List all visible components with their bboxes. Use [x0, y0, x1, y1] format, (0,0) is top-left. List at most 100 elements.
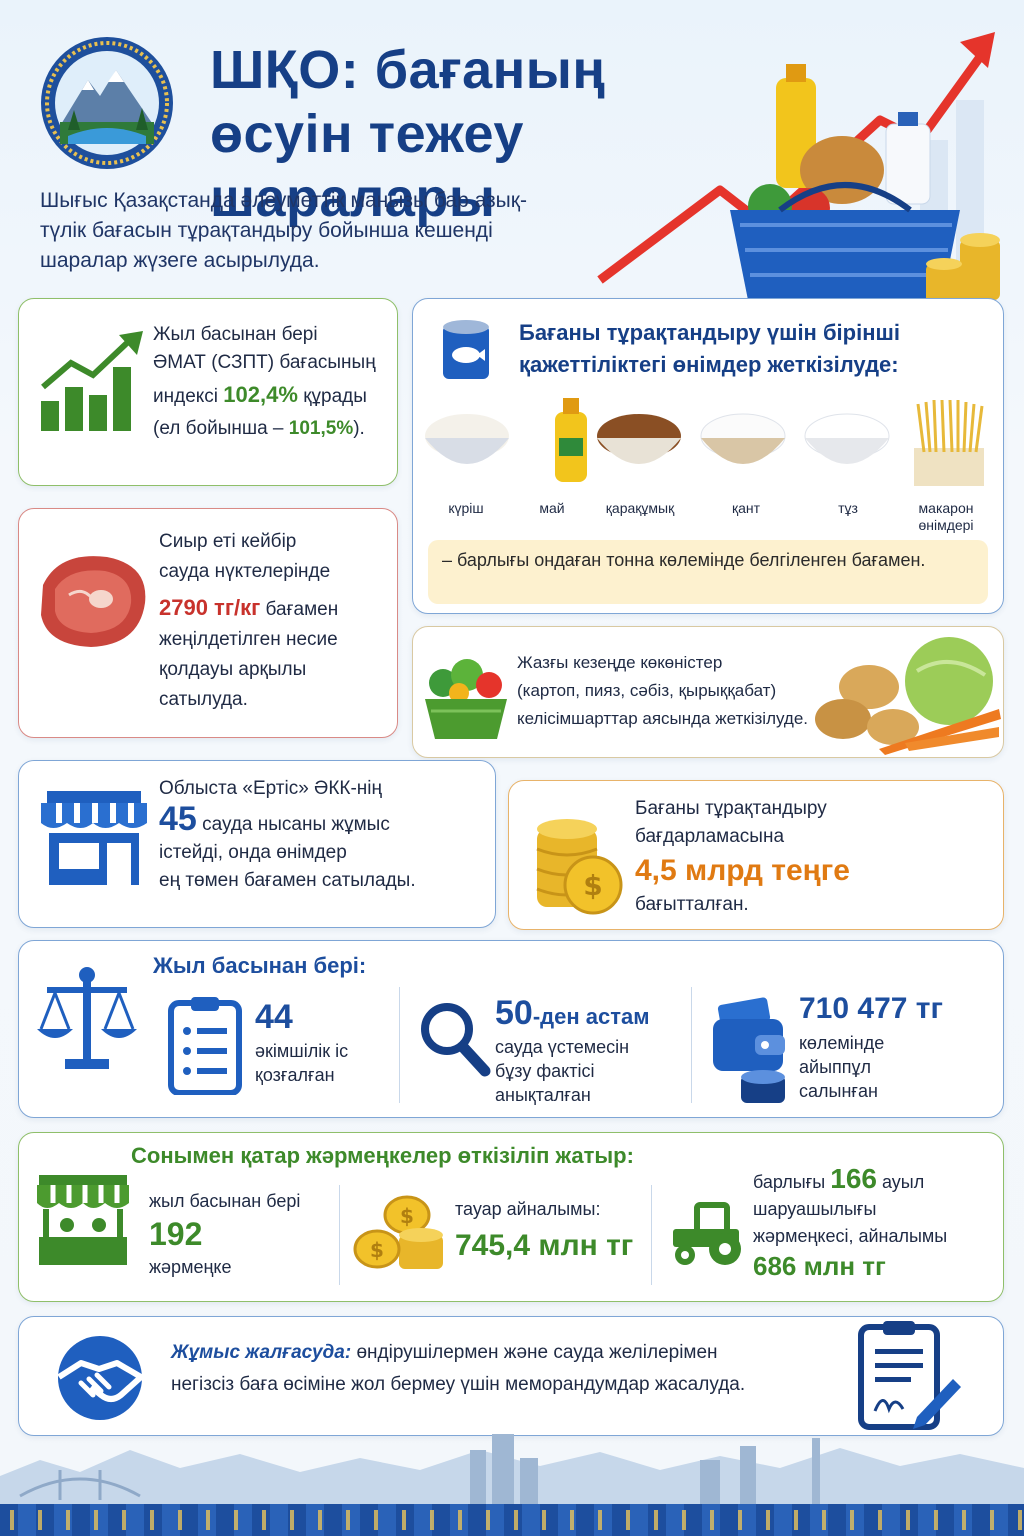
program-line-3: бағытталған.: [635, 894, 749, 915]
memorandum-text: Жұмыс жалғасуда: өндірушілермен және сау…: [171, 1337, 851, 1401]
memo-line-2: негізсіз баға өсіміне жол бермеу үшін ме…: [171, 1374, 746, 1395]
oil-bottle-icon: [555, 398, 587, 482]
vegetables-line-1: Жазғы кезеңде көкөністер: [517, 653, 723, 672]
svg-text:$: $: [583, 869, 602, 902]
rural-line-3: жәрмеңкесі, айналымы: [753, 1226, 948, 1246]
pasta-icon: [914, 399, 984, 486]
product-label-oil: май: [539, 500, 565, 516]
potatoes-cabbage-carrots-icon: [809, 631, 1003, 757]
rural-line-2: шаруашылығы: [753, 1199, 877, 1219]
fines-block: 710 477 тг көлемінде айыппұл салынған: [799, 987, 999, 1103]
beef-price: 2790 тг/кг: [159, 595, 261, 620]
cases-line-1: әкімшілік іс: [255, 1041, 349, 1061]
sugar-bowl-icon: [700, 413, 786, 464]
handshake-icon: [41, 1333, 159, 1423]
buckwheat-bowl-icon: [597, 414, 681, 464]
fairs-count-value: 192: [149, 1216, 203, 1252]
program-amount: 4,5 млрд теңге: [635, 854, 850, 887]
store-icon: [37, 787, 151, 887]
svg-text:$: $: [400, 1204, 414, 1228]
scales-of-justice-icon: [33, 965, 141, 1075]
svg-text:$: $: [370, 1238, 384, 1262]
program-line-1: Бағаны тұрақтандыру: [635, 798, 827, 819]
fairs-count-block: жыл басынан бері 192 жәрмеңке: [149, 1189, 329, 1279]
product-label-buckwheat: қарақұмық: [605, 500, 675, 516]
index-line-4-post: ).: [353, 418, 365, 439]
product-salt: [798, 402, 896, 487]
index-line-2: ӘМАТ (СЗПТ) бағасының: [153, 352, 376, 373]
vegetables-line-3: келісімшарттар аясында жеткізілуде.: [517, 709, 809, 728]
growth-chart-icon: [37, 329, 149, 439]
vegetable-basket-icon: [421, 649, 511, 745]
tractor-icon: [667, 1199, 747, 1269]
stores-count: 45: [159, 800, 197, 838]
market-stall-icon: [35, 1173, 131, 1269]
product-label-rice: күріш: [448, 500, 484, 516]
products-note: – барлығы ондаған тонна көлемінде белгіл…: [428, 540, 988, 604]
magnifier-icon: [417, 999, 491, 1079]
wallet-coins-icon: [709, 997, 789, 1107]
signed-document-icon: [855, 1317, 965, 1435]
intro-text: Шығыс Қазақстанда әлеуметтік маңызы бар …: [40, 189, 527, 272]
fairs-count-pre: жыл басынан бері: [149, 1191, 301, 1211]
beef-card: Сиыр еті кейбір сауда нүктелерінде 2790 …: [18, 508, 398, 738]
index-line-3-post: құрады: [297, 386, 367, 407]
beef-line-2: сауда нүктелерінде: [159, 561, 331, 582]
vegetables-text: Жазғы кезеңде көкөністер (картоп, пияз, …: [517, 649, 817, 733]
program-card: $ Бағаны тұрақтандыру бағдарламасына 4,5…: [508, 780, 1004, 930]
cases-line-2: қозғалған: [255, 1065, 335, 1085]
stores-line-1: Облыста «Ертіс» ӘКК-нің: [159, 778, 383, 799]
stores-card: Облыста «Ертіс» ӘКК-нің 45 сауда нысаны …: [18, 760, 496, 928]
violations-value: 50: [495, 994, 533, 1032]
vegetables-card: Жазғы кезеңде көкөністер (картоп, пияз, …: [412, 626, 1004, 758]
violations-line-3: анықталған: [495, 1085, 591, 1105]
fairs-title: Сонымен қатар жәрмеңкелер өткізіліп жаты…: [131, 1143, 634, 1168]
salt-bowl-icon: [804, 413, 890, 464]
rice-bowl-icon: [425, 414, 509, 464]
vegetables-line-2: (картоп, пияз, сәбіз, қырыққабат): [517, 681, 777, 700]
fines-line-1: көлемінде: [799, 1033, 885, 1053]
enforcement-title: Жыл басынан бері:: [153, 953, 367, 978]
rural-post: ауыл: [876, 1172, 925, 1192]
stores-text: Облыста «Ертіс» ӘКК-нің 45 сауда нысаны …: [159, 775, 489, 895]
rural-value: 166: [830, 1163, 877, 1194]
fines-value: 710 477 тг: [799, 992, 943, 1025]
city-skyline-icon: [0, 1420, 1024, 1506]
gold-coins-icon: $: [527, 799, 627, 919]
fairs-count-post: жәрмеңке: [149, 1257, 232, 1277]
fines-line-2: айыппұл: [799, 1057, 871, 1077]
beef-text: Сиыр еті кейбір сауда нүктелерінде 2790 …: [159, 527, 395, 715]
product-sugar: [694, 402, 792, 487]
beef-line-3-post: бағамен: [260, 599, 339, 620]
memorandum-card: Жұмыс жалғасуда: өндірушілермен және сау…: [18, 1316, 1004, 1436]
cases-block: 44 әкімшілік іс қозғалған: [255, 995, 395, 1087]
divider: [399, 987, 400, 1103]
violations-suffix: -ден астам: [532, 1004, 650, 1029]
index-value: 102,4%: [223, 382, 298, 407]
rural-pre: барлығы: [753, 1172, 831, 1192]
stores-line-2-post: сауда нысаны жұмыс: [196, 814, 390, 835]
rural-fairs-block: барлығы 166 ауыл шаруашылығы жәрмеңкесі,…: [753, 1165, 1003, 1282]
beef-line-6: сатылуда.: [159, 689, 248, 710]
violations-line-1: сауда үстемесін: [495, 1037, 630, 1057]
turnover-label: тауар айналымы:: [455, 1199, 601, 1219]
product-buckwheat: [590, 402, 688, 487]
product-pasta: [900, 396, 998, 493]
index-line-1: Жыл басынан бері: [153, 324, 318, 345]
page-title: ШҚО: бағаның өсуін тежеу шаралары: [210, 38, 770, 230]
region-emblem-icon: [38, 34, 176, 172]
product-label-salt: тұз: [838, 500, 858, 516]
cases-value: 44: [255, 998, 293, 1036]
divider: [651, 1185, 652, 1285]
product-label-pasta: макарон өнімдері: [918, 500, 974, 533]
price-index-card: Жыл басынан бері ӘМАТ (СЗПТ) бағасының и…: [18, 298, 398, 486]
violations-block: 50-ден астам сауда үстемесін бұзу фактіс…: [495, 991, 695, 1107]
price-index-text: Жыл басынан бері ӘМАТ (СЗПТ) бағасының и…: [153, 321, 393, 443]
product-rice: [418, 402, 516, 487]
product-label-sugar: қант: [731, 500, 761, 516]
staple-products-title: Бағаны тұрақтандыру үшін бірінші қажетті…: [519, 320, 900, 377]
beef-line-4: жеңілдетілген несие: [159, 629, 338, 650]
title-line-2: өсуін тежеу шаралары: [210, 104, 524, 228]
program-line-2: бағдарламасына: [635, 826, 785, 847]
turnover-block: тауар айналымы: 745,4 млн тг: [455, 1197, 655, 1271]
